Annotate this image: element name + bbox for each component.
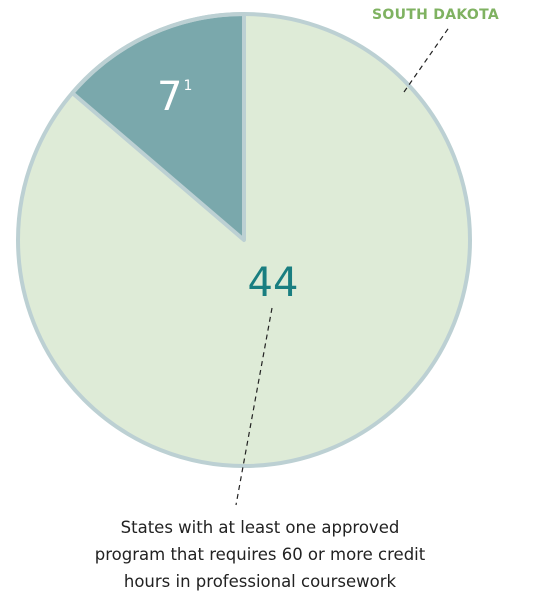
caption-line-3: hours in professional coursework bbox=[123, 572, 397, 591]
south-dakota-label: SOUTH DAKOTA bbox=[372, 7, 499, 23]
slice-label-44: 44 bbox=[248, 260, 299, 306]
slice-label-footnote: 1 bbox=[183, 78, 192, 94]
caption-leader-line bbox=[235, 307, 273, 506]
south-dakota-leader-line bbox=[403, 25, 451, 93]
caption-line-1: States with at least one approved bbox=[120, 518, 400, 537]
chart-caption: States with at least one approved progra… bbox=[40, 514, 480, 595]
pie-outline bbox=[16, 12, 472, 468]
slice-label-7: 71 bbox=[157, 74, 192, 120]
caption-line-2: program that requires 60 or more credit bbox=[94, 545, 426, 564]
